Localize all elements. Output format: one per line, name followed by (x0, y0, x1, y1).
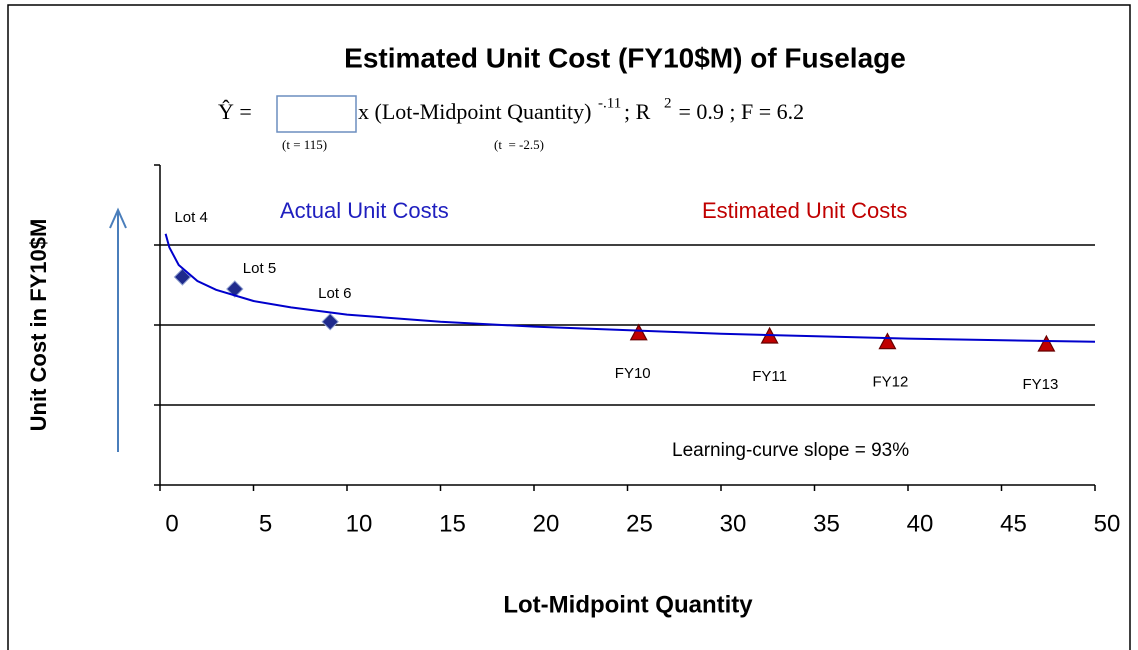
equation: Ŷ = x (Lot-Midpoint Quantity) -.11 ; R 2… (218, 95, 804, 152)
fit-line (164, 233, 1096, 343)
point-label: FY11 (752, 368, 787, 385)
x-tick-label: 5 (259, 510, 272, 537)
frame (7, 4, 1131, 650)
point-label: Lot 5 (243, 260, 276, 277)
point-label: Lot 4 (174, 209, 207, 226)
x-tick-label: 30 (720, 510, 747, 537)
x-axis-label: Lot-Midpoint Quantity (503, 591, 753, 618)
x-tick-label: 40 (907, 510, 934, 537)
x-tick-label: 35 (813, 510, 840, 537)
chart-title: Estimated Unit Cost (FY10$M) of Fuselage (344, 42, 906, 73)
equation-r-label: ; R (624, 99, 651, 124)
coefficient-box (276, 95, 357, 133)
equation-exponent: -.11 (598, 95, 621, 111)
equation-rest: = 0.9 ; F = 6.2 (673, 99, 804, 124)
x-tick-label: 15 (439, 510, 466, 537)
point (226, 280, 244, 298)
point (1037, 334, 1056, 352)
arrow (109, 207, 127, 452)
equation-body: x (Lot-Midpoint Quantity) (358, 99, 591, 124)
point-label: FY12 (873, 374, 909, 391)
point (878, 332, 897, 350)
annotation: Estimated Unit Costs (702, 198, 907, 223)
x-tick-label: 25 (626, 510, 653, 537)
point (173, 268, 192, 286)
x-tick-label: 0 (165, 510, 178, 537)
annotation: Learning-curve slope = 93% (672, 440, 909, 461)
t-stat: (t = 115) (282, 137, 327, 152)
y-axis-label: Unit Cost in FY10$M (26, 219, 51, 432)
x-tick-label: 50 (1094, 510, 1121, 537)
point (321, 313, 339, 331)
equation-r-exponent: 2 (664, 95, 672, 111)
equation-lhs: Ŷ = (218, 99, 252, 124)
x-tick-label: 10 (346, 510, 373, 537)
x-tick-label: 45 (1000, 510, 1027, 537)
point-label: FY13 (1022, 376, 1058, 393)
point-label: Lot 6 (318, 285, 351, 302)
x-tick-label: 20 (533, 510, 560, 537)
point (629, 323, 648, 341)
annotation: Actual Unit Costs (280, 198, 449, 223)
t-stat: (t = -2.5) (494, 137, 544, 152)
point-label: FY10 (615, 365, 651, 382)
